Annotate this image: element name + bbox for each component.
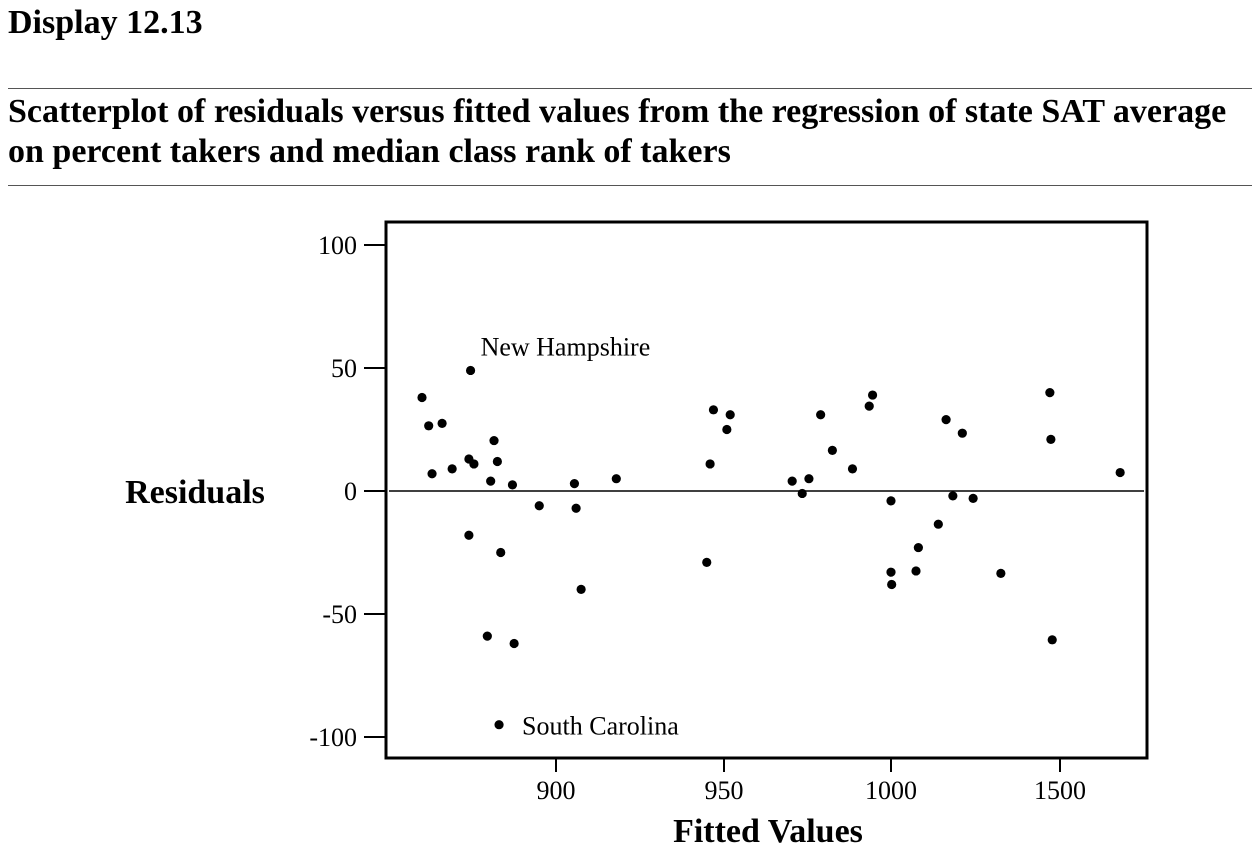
data-point [886,496,896,506]
data-point [787,476,797,486]
y-tick-label: 50 [331,354,357,383]
y-tick-label: 0 [344,477,357,506]
data-point [968,493,978,503]
x-tick-label: 1000 [865,776,917,805]
data-point [864,401,874,411]
data-point [465,365,476,376]
y-tick-label: -50 [322,600,357,629]
data-point [722,424,732,435]
data-point [496,547,506,558]
data-point [509,638,519,649]
data-point [867,390,878,400]
x-tick-label: 900 [537,776,576,805]
data-point [469,459,479,469]
data-point [571,503,581,513]
data-point [705,459,715,469]
data-point [887,579,897,590]
y-axis: 100 50 0 -50 -100 [309,231,386,752]
data-point [913,542,923,553]
data-point [424,421,434,431]
data-point [1045,388,1055,398]
point-annotations: New Hampshire South Carolina [481,332,680,740]
data-point [486,476,496,486]
data-point [611,474,621,484]
data-point [797,488,807,499]
data-point [886,567,896,577]
data-point [996,568,1006,579]
figure-title: Scatterplot of residuals versus fitted v… [8,93,1227,170]
display-label: Display 12.13 [8,4,203,41]
data-point [489,435,499,446]
data-point [569,479,580,489]
data-point [447,464,457,474]
data-point [1047,635,1057,645]
data-point [847,464,858,474]
x-axis-title: Fitted Values [673,813,863,850]
data-point [492,456,502,467]
x-tick-label: 1500 [1034,776,1086,805]
point-annotation-label: New Hampshire [481,332,651,361]
plot-frame [384,220,1149,760]
data-point [702,557,712,567]
data-point [948,491,958,501]
data-point [708,405,719,415]
x-tick-label: 950 [705,776,744,805]
data-point [507,480,518,490]
data-point [911,566,921,576]
bottom-rule [8,185,1252,186]
data-point [576,584,586,595]
data-point [816,410,826,420]
data-point [725,410,735,420]
data-point [1046,434,1056,444]
data-point [827,445,837,456]
y-axis-title: Residuals [125,474,265,511]
data-point [941,415,951,425]
data-point [437,418,447,428]
data-point [957,428,967,438]
y-tick-label: -100 [309,723,357,752]
data-point [804,474,814,484]
x-axis: 900 950 1000 1500 [537,758,1086,805]
data-point [534,501,544,511]
top-rule [8,88,1252,89]
data-point [933,519,943,529]
y-tick-label: 100 [318,231,357,260]
data-point [464,530,474,540]
data-point [427,469,437,479]
data-point [1115,467,1125,478]
data-points [417,365,1125,730]
data-point [494,720,504,730]
data-point [482,631,492,641]
data-point [417,392,427,403]
point-annotation-label: South Carolina [522,712,679,741]
